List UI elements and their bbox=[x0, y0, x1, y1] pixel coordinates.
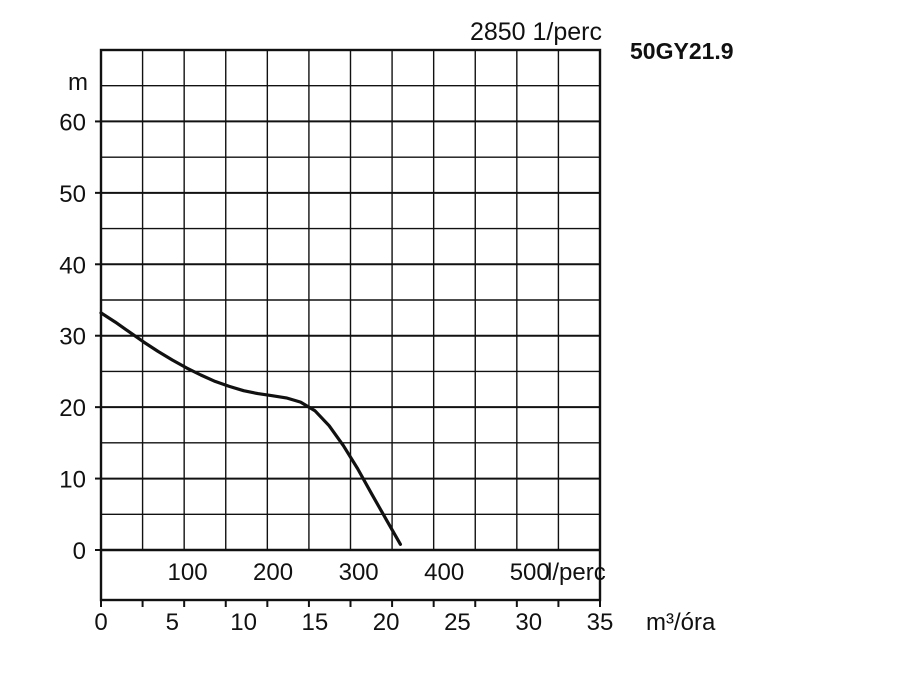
flow-m3h-tick-labels: 0 5 10 15 20 25 30 35 bbox=[94, 609, 613, 636]
data-point bbox=[156, 350, 160, 353]
y-tick-label: 50 bbox=[59, 181, 86, 208]
data-point bbox=[213, 380, 217, 383]
data-point bbox=[327, 424, 331, 427]
flow-lpm-unit-label: l/perc bbox=[547, 559, 606, 586]
data-point bbox=[356, 467, 359, 470]
speed-label: 2850 1/perc bbox=[470, 18, 602, 46]
y-tick-label: 0 bbox=[73, 538, 86, 565]
data-point bbox=[270, 394, 274, 397]
flow-lpm-tick-label: 400 bbox=[424, 559, 464, 586]
data-point bbox=[128, 330, 131, 334]
data-point bbox=[114, 320, 117, 324]
flow-m3h-tick-label: 0 bbox=[94, 609, 107, 636]
data-point bbox=[299, 400, 302, 404]
data-point bbox=[399, 543, 402, 546]
series-line bbox=[99, 311, 402, 546]
flow-lpm-tick-label: 500 bbox=[510, 559, 550, 586]
y-tick-label: 60 bbox=[59, 109, 86, 136]
y-tick-label: 40 bbox=[59, 252, 86, 279]
y-axis-label: m bbox=[68, 69, 88, 96]
data-point bbox=[285, 396, 288, 400]
y-tick-label: 20 bbox=[59, 395, 86, 422]
data-point bbox=[313, 409, 317, 412]
data-point bbox=[256, 392, 260, 395]
flow-m3h-unit-label: m³/óra bbox=[646, 609, 716, 636]
data-point bbox=[199, 373, 202, 377]
data-point bbox=[171, 358, 174, 362]
flow-lpm-tick-label: 100 bbox=[168, 559, 208, 586]
flow-m3h-tick-label: 25 bbox=[444, 609, 471, 636]
data-point bbox=[185, 366, 188, 370]
flow-lpm-tick-label: 200 bbox=[253, 559, 293, 586]
data-point bbox=[142, 340, 145, 344]
data-point bbox=[99, 311, 103, 315]
flow-m3h-tick-label: 10 bbox=[230, 609, 257, 636]
data-point bbox=[242, 389, 245, 392]
data-points bbox=[99, 311, 402, 546]
flow-lpm-tick-label: 300 bbox=[339, 559, 379, 586]
data-point bbox=[228, 385, 231, 388]
flow-m3h-tick-label: 35 bbox=[587, 609, 614, 636]
flow-m3h-tick-label: 15 bbox=[302, 609, 329, 636]
flow-m3h-tick-label: 5 bbox=[166, 609, 179, 636]
data-point bbox=[384, 518, 388, 521]
data-point bbox=[370, 493, 374, 496]
flow-lpm-tick-labels: 100 200 300 400 500 bbox=[168, 559, 550, 586]
data-point bbox=[342, 444, 345, 447]
flow-m3h-tick-label: 30 bbox=[515, 609, 542, 636]
y-tick-label: 10 bbox=[59, 467, 86, 494]
y-tick-labels: 0 10 20 30 40 50 60 bbox=[59, 109, 86, 565]
flow-m3h-tick-label: 20 bbox=[373, 609, 400, 636]
grid bbox=[95, 48, 602, 607]
y-tick-label: 30 bbox=[59, 324, 86, 351]
chart-title: 50GY21.9 bbox=[630, 38, 734, 64]
